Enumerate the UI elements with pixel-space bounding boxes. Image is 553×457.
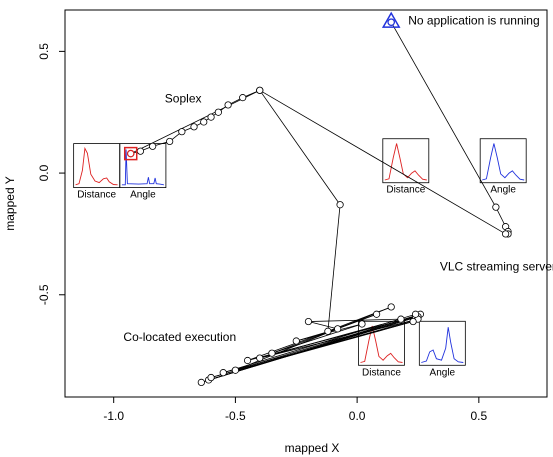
x-tick-label: 0.5 xyxy=(470,409,487,423)
data-point xyxy=(411,310,420,318)
data-point xyxy=(207,113,215,121)
trajectory-segment xyxy=(259,318,419,359)
data-point xyxy=(502,230,510,238)
data-point xyxy=(409,317,417,326)
data-point xyxy=(149,142,157,150)
trajectory-segment xyxy=(495,206,506,227)
trajectory-segment xyxy=(259,89,506,235)
inset-label: Distance xyxy=(362,367,401,378)
trajectory-segment xyxy=(223,321,414,374)
annotation-label: Co-located execution xyxy=(123,330,236,344)
data-point xyxy=(178,128,186,136)
x-tick-label: 0.0 xyxy=(349,409,366,423)
data-point xyxy=(397,315,405,323)
x-axis-label: mapped X xyxy=(285,441,340,455)
inset-curve xyxy=(421,327,464,363)
start-triangle-marker xyxy=(381,11,401,28)
trajectory-segment xyxy=(390,21,497,208)
y-tick-label: 0.0 xyxy=(37,164,51,181)
inset-frame xyxy=(479,138,527,184)
trajectory-segment xyxy=(223,313,416,374)
data-point xyxy=(324,327,332,335)
trajectory-segment xyxy=(308,318,401,322)
data-point xyxy=(372,310,381,318)
data-point xyxy=(219,369,227,377)
inset-label: Angle xyxy=(430,367,456,378)
data-point xyxy=(256,354,264,362)
inset-label: Angle xyxy=(490,185,516,196)
trajectory-segment xyxy=(271,323,363,354)
plot-frame xyxy=(64,9,548,398)
inset-curve xyxy=(360,325,403,363)
data-point xyxy=(224,101,232,109)
markers-layer xyxy=(123,11,401,161)
data-point xyxy=(207,373,215,382)
data-point xyxy=(214,108,222,116)
trajectory-segment xyxy=(259,90,341,205)
inset-curve xyxy=(482,143,525,181)
data-point xyxy=(239,94,247,102)
x-tick-label: -1.0 xyxy=(103,409,124,423)
data-point xyxy=(387,303,395,311)
marker-point xyxy=(387,18,396,26)
annotation-label: VLC streaming server xyxy=(440,259,553,273)
data-point xyxy=(268,349,276,357)
data-point xyxy=(358,320,366,328)
data-point xyxy=(292,337,300,345)
data-point xyxy=(243,356,252,365)
inset-frame xyxy=(73,143,121,189)
annotation-label: Soplex xyxy=(165,91,202,105)
trajectory-segment xyxy=(327,204,341,332)
trajectory-segment xyxy=(308,321,338,330)
end-square-marker xyxy=(123,146,138,161)
annotation-label: No application is running xyxy=(408,14,539,28)
data-point xyxy=(166,137,174,146)
data-point xyxy=(197,378,205,386)
data-point xyxy=(231,366,240,374)
trajectory-segment xyxy=(208,316,416,381)
inset-label: Distance xyxy=(77,190,116,201)
y-tick-label: 0.5 xyxy=(37,43,51,60)
data-point xyxy=(336,201,344,209)
annotation-layer: No application is running Soplex VLC strea… xyxy=(123,14,553,344)
inset-curve xyxy=(121,149,164,186)
y-axis-label: mapped Y xyxy=(3,176,17,231)
inset-curve xyxy=(75,146,118,186)
data-point xyxy=(304,317,313,326)
axes-layer: -1.0 -0.5 0.0 0.5 -0.5 0.0 0.5 xyxy=(37,9,548,423)
inset-label: Distance xyxy=(386,185,425,196)
inset-label: Angle xyxy=(130,190,156,201)
data-point xyxy=(200,118,208,126)
data-point xyxy=(190,123,198,131)
x-tick-label: -0.5 xyxy=(225,409,246,423)
trajectory-layer xyxy=(130,21,509,383)
marker-point xyxy=(126,149,135,158)
points-layer xyxy=(127,18,512,386)
y-tick-label: -0.5 xyxy=(37,284,51,305)
data-point xyxy=(136,147,145,155)
data-point xyxy=(492,203,500,211)
data-point xyxy=(256,86,264,94)
data-point xyxy=(334,325,342,333)
